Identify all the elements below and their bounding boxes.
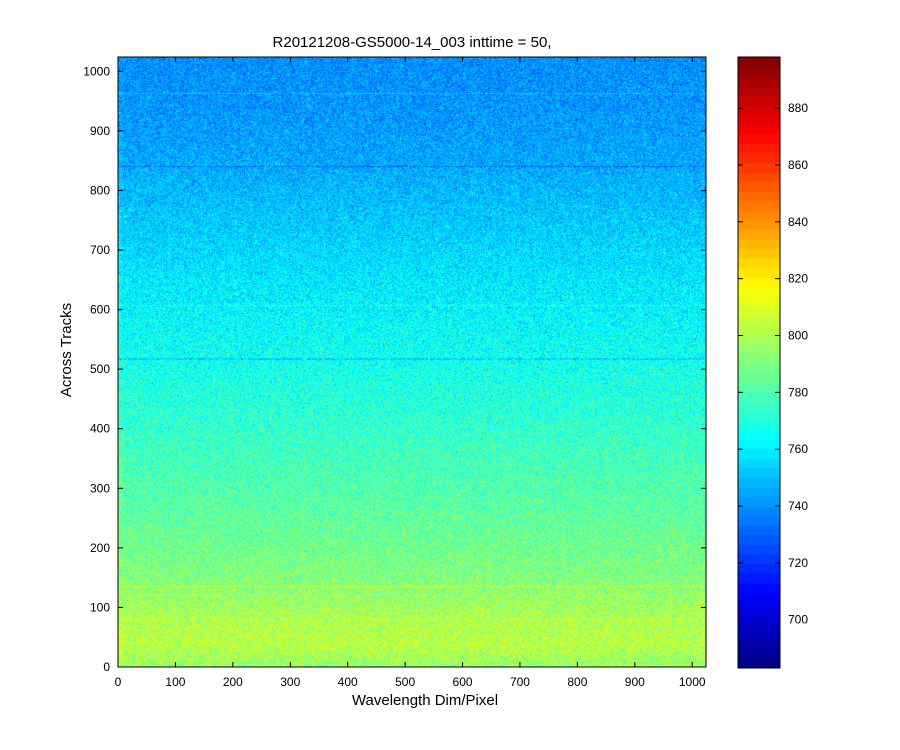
chart-title: R20121208-GS5000-14_003 inttime = 50, xyxy=(273,34,552,51)
y-tick-label: 400 xyxy=(90,422,110,436)
colorbar-axis: 700 720 740 760 780 800 820 840 860 880 xyxy=(738,101,808,627)
y-tick-label: 700 xyxy=(90,243,110,257)
x-tick-label: 800 xyxy=(567,675,587,689)
x-tick-label: 600 xyxy=(453,675,473,689)
colorbar-tick-label: 720 xyxy=(788,556,808,570)
colorbar-tick-label: 700 xyxy=(788,613,808,627)
colorbar-tick-label: 880 xyxy=(788,101,808,115)
y-axis: 0 100 200 300 400 500 600 700 800 900 1000 xyxy=(83,64,706,674)
heatmap-image xyxy=(118,57,706,667)
colorbar-tick-label: 740 xyxy=(788,499,808,513)
y-tick-label: 600 xyxy=(90,303,110,317)
y-tick-label: 500 xyxy=(90,362,110,376)
colorbar-tick-label: 780 xyxy=(788,385,808,399)
y-tick-label: 900 xyxy=(90,124,110,138)
x-tick-label: 500 xyxy=(395,675,415,689)
x-tick-label: 300 xyxy=(280,675,300,689)
y-tick-label: 1000 xyxy=(83,64,110,78)
colorbar-tick-label: 760 xyxy=(788,442,808,456)
colorbar-gradient xyxy=(738,57,780,668)
x-axis: 0 100 200 300 400 500 600 700 800 900 1000 xyxy=(115,57,706,689)
x-tick-label: 200 xyxy=(223,675,243,689)
y-axis-label: Across Tracks xyxy=(58,303,75,397)
colorbar-tick-label: 820 xyxy=(788,272,808,286)
y-tick-label: 800 xyxy=(90,183,110,197)
plot-area-frame xyxy=(117,56,707,668)
x-tick-label: 700 xyxy=(510,675,530,689)
colorbar-frame xyxy=(737,56,781,669)
y-tick-label: 0 xyxy=(103,660,110,674)
x-tick-label: 1000 xyxy=(679,675,706,689)
colorbar-tick-label: 800 xyxy=(788,329,808,343)
x-axis-label: Wavelength Dim/Pixel xyxy=(352,692,498,709)
x-tick-label: 400 xyxy=(338,675,358,689)
y-tick-label: 300 xyxy=(90,481,110,495)
x-tick-label: 0 xyxy=(115,675,122,689)
colorbar-tick-label: 860 xyxy=(788,158,808,172)
colorbar-tick-label: 840 xyxy=(788,215,808,229)
x-tick-label: 900 xyxy=(625,675,645,689)
y-tick-label: 200 xyxy=(90,541,110,555)
x-tick-label: 100 xyxy=(165,675,185,689)
y-tick-label: 100 xyxy=(90,600,110,614)
